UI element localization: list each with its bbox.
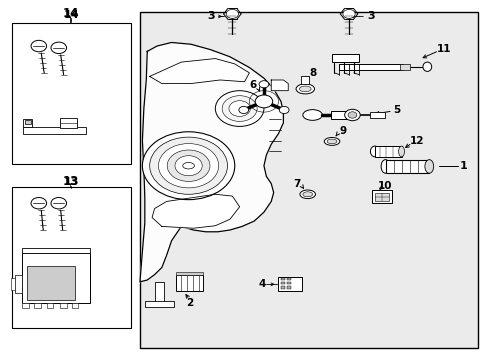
FancyBboxPatch shape: [25, 120, 30, 123]
Circle shape: [51, 42, 66, 54]
Text: 2: 2: [185, 298, 193, 308]
Circle shape: [31, 198, 46, 209]
Circle shape: [255, 95, 272, 108]
Ellipse shape: [299, 190, 315, 199]
Circle shape: [228, 101, 250, 116]
Text: 14: 14: [63, 10, 79, 19]
FancyBboxPatch shape: [23, 119, 32, 127]
Polygon shape: [152, 194, 239, 228]
FancyBboxPatch shape: [60, 303, 66, 308]
FancyBboxPatch shape: [176, 275, 203, 291]
Circle shape: [222, 96, 257, 121]
FancyBboxPatch shape: [11, 278, 15, 290]
Ellipse shape: [398, 146, 404, 157]
FancyBboxPatch shape: [22, 253, 90, 303]
FancyBboxPatch shape: [34, 303, 41, 308]
Ellipse shape: [422, 62, 431, 71]
Circle shape: [259, 81, 268, 88]
FancyBboxPatch shape: [301, 76, 308, 84]
FancyBboxPatch shape: [339, 64, 402, 70]
FancyBboxPatch shape: [287, 282, 290, 284]
Circle shape: [215, 91, 264, 126]
Text: 13: 13: [62, 175, 79, 188]
FancyBboxPatch shape: [46, 303, 53, 308]
FancyBboxPatch shape: [331, 54, 358, 62]
Circle shape: [31, 40, 46, 52]
FancyBboxPatch shape: [374, 146, 401, 157]
Circle shape: [51, 198, 66, 209]
Ellipse shape: [324, 138, 339, 145]
FancyBboxPatch shape: [287, 278, 290, 280]
Polygon shape: [140, 42, 283, 282]
Text: 3: 3: [366, 12, 374, 21]
Ellipse shape: [183, 162, 194, 169]
Text: 14: 14: [62, 8, 79, 21]
FancyBboxPatch shape: [12, 187, 131, 328]
FancyBboxPatch shape: [281, 278, 285, 280]
Circle shape: [158, 144, 218, 188]
FancyBboxPatch shape: [60, 118, 77, 128]
Polygon shape: [149, 59, 249, 84]
Circle shape: [347, 112, 356, 118]
FancyBboxPatch shape: [281, 286, 285, 289]
FancyBboxPatch shape: [144, 301, 174, 307]
Text: 13: 13: [63, 177, 79, 187]
Circle shape: [344, 109, 360, 121]
Circle shape: [142, 132, 234, 200]
FancyBboxPatch shape: [140, 12, 477, 348]
FancyBboxPatch shape: [12, 23, 131, 164]
FancyBboxPatch shape: [22, 303, 29, 308]
Circle shape: [342, 9, 354, 18]
FancyBboxPatch shape: [399, 64, 409, 70]
Ellipse shape: [326, 139, 336, 144]
Circle shape: [226, 9, 238, 18]
FancyBboxPatch shape: [385, 159, 428, 173]
FancyBboxPatch shape: [154, 282, 164, 303]
Ellipse shape: [370, 146, 378, 157]
Circle shape: [279, 107, 288, 113]
FancyBboxPatch shape: [22, 248, 90, 253]
Text: 12: 12: [408, 136, 423, 147]
FancyBboxPatch shape: [27, 266, 75, 300]
FancyBboxPatch shape: [371, 190, 391, 203]
Circle shape: [167, 150, 209, 181]
Text: 4: 4: [258, 279, 265, 289]
FancyBboxPatch shape: [374, 193, 388, 201]
Ellipse shape: [299, 86, 310, 92]
Text: 9: 9: [339, 126, 346, 136]
Ellipse shape: [302, 110, 322, 120]
Text: 11: 11: [436, 44, 450, 54]
FancyBboxPatch shape: [72, 303, 78, 308]
Ellipse shape: [302, 192, 312, 197]
FancyBboxPatch shape: [277, 277, 301, 292]
Text: 8: 8: [309, 68, 316, 78]
Ellipse shape: [380, 159, 389, 173]
Ellipse shape: [295, 84, 314, 94]
Circle shape: [238, 107, 248, 113]
Text: 1: 1: [459, 161, 466, 171]
FancyBboxPatch shape: [330, 111, 350, 119]
FancyBboxPatch shape: [281, 282, 285, 284]
FancyBboxPatch shape: [369, 112, 384, 118]
FancyBboxPatch shape: [15, 275, 22, 293]
FancyBboxPatch shape: [287, 286, 290, 289]
Polygon shape: [271, 80, 287, 91]
Text: 10: 10: [378, 181, 392, 191]
FancyBboxPatch shape: [23, 127, 86, 134]
Text: 5: 5: [393, 105, 400, 114]
Text: 6: 6: [249, 80, 256, 90]
Circle shape: [175, 156, 202, 176]
Ellipse shape: [424, 159, 433, 173]
FancyBboxPatch shape: [176, 272, 203, 275]
Text: 7: 7: [293, 179, 300, 189]
Circle shape: [149, 137, 227, 194]
Text: 3: 3: [207, 12, 215, 21]
